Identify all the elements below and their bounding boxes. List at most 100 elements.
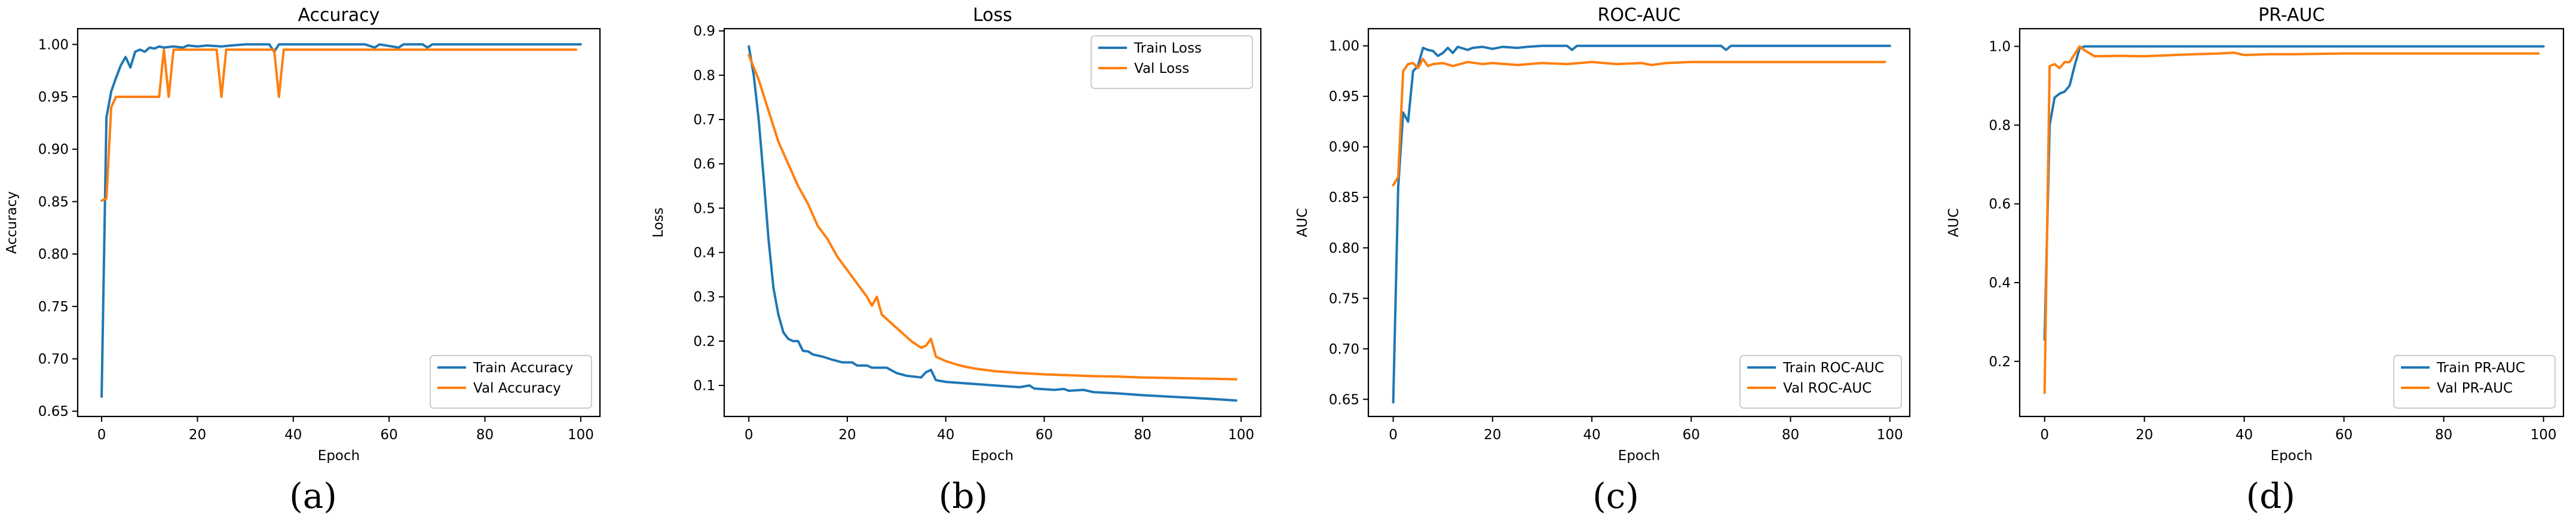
x-tick-label: 40 bbox=[937, 427, 954, 443]
x-tick-label: 80 bbox=[1782, 427, 1799, 443]
y-tick-label: 0.8 bbox=[1989, 118, 2011, 133]
y-tick-label: 0.90 bbox=[38, 142, 69, 158]
x-tick-label: 100 bbox=[1228, 427, 1254, 443]
y-tick-label: 0.9 bbox=[693, 24, 715, 39]
y-axis-label: AUC bbox=[1946, 208, 1962, 237]
legend-box bbox=[2393, 355, 2556, 409]
y-tick-label: 0.90 bbox=[1329, 140, 1359, 155]
y-tick-label: 0.95 bbox=[1329, 89, 1359, 105]
y-tick-label: 0.1 bbox=[693, 378, 715, 394]
y-tick-label: 0.2 bbox=[1989, 354, 2011, 370]
series-line-val-pr-auc bbox=[2043, 45, 2540, 394]
y-tick-label: 0.80 bbox=[38, 247, 69, 262]
x-tick-label: 80 bbox=[1134, 427, 1151, 443]
y-tick-label: 0.95 bbox=[38, 90, 69, 105]
legend: Train Loss Val Loss bbox=[1091, 35, 1253, 89]
x-tick-label: 0 bbox=[2040, 427, 2049, 443]
y-tick-label: 0.65 bbox=[38, 404, 69, 419]
plot-frame bbox=[76, 27, 601, 418]
y-tick-label: 0.3 bbox=[693, 290, 715, 305]
y-axis-label: Accuracy bbox=[4, 191, 20, 254]
x-tick-label: 60 bbox=[381, 427, 398, 443]
x-axis-label: Epoch bbox=[2271, 448, 2312, 464]
x-tick-label: 100 bbox=[568, 427, 594, 443]
y-tick-label: 0.7 bbox=[693, 112, 715, 128]
y-tick-label: 0.75 bbox=[38, 299, 69, 315]
series-line-val-accuracy bbox=[100, 48, 577, 202]
series-line-val-roc-auc bbox=[1392, 57, 1886, 186]
chart-title: Accuracy bbox=[298, 5, 380, 26]
y-tick-label: 1.0 bbox=[1989, 39, 2011, 55]
series-line-train-pr-auc bbox=[2043, 45, 2545, 341]
y-tick-label: 0.65 bbox=[1329, 392, 1359, 408]
legend-label: Train PR-AUC bbox=[2436, 360, 2525, 376]
y-tick-label: 0.70 bbox=[38, 352, 69, 367]
x-tick-label: 100 bbox=[2531, 427, 2557, 443]
x-tick-label: 40 bbox=[284, 427, 302, 443]
x-axis-label: Epoch bbox=[1618, 448, 1660, 464]
y-axis-label: AUC bbox=[1295, 208, 1310, 237]
chart-title: ROC-AUC bbox=[1598, 5, 1681, 26]
y-tick-label: 0.6 bbox=[693, 157, 715, 172]
y-axis-label: Loss bbox=[651, 207, 666, 237]
x-axis-label: Epoch bbox=[972, 448, 1013, 464]
series-line-val-loss bbox=[748, 54, 1238, 381]
legend: Train ROC-AUC Val ROC-AUC bbox=[1739, 355, 1902, 409]
chart-title: PR-AUC bbox=[2258, 5, 2324, 26]
x-tick-label: 20 bbox=[2136, 427, 2153, 443]
legend-label: Train Loss bbox=[1134, 41, 1202, 56]
x-tick-label: 40 bbox=[2235, 427, 2253, 443]
legend-box bbox=[1091, 35, 1253, 89]
legend-label: Val PR-AUC bbox=[2437, 381, 2513, 396]
panel-label: (c) bbox=[1592, 476, 1639, 516]
y-tick-label: 0.75 bbox=[1329, 291, 1359, 307]
chart-panel-2: Loss 0 20 40 60 80 100 0.1 0.2 0.3 0.4 0.5 0.6 0.7 0.8… bbox=[651, 5, 1262, 516]
y-tick-label: 0.4 bbox=[1989, 275, 2011, 291]
x-tick-label: 20 bbox=[838, 427, 856, 443]
y-tick-label: 0.80 bbox=[1329, 241, 1359, 256]
legend: Train PR-AUC Val PR-AUC bbox=[2393, 355, 2556, 409]
y-tick-label: 0.5 bbox=[693, 201, 715, 216]
series-line-train-accuracy bbox=[100, 43, 582, 398]
panel-label: (a) bbox=[289, 476, 337, 516]
y-tick-label: 1.00 bbox=[1329, 39, 1359, 54]
y-tick-label: 0.8 bbox=[693, 68, 715, 84]
legend-label: Val Loss bbox=[1134, 61, 1189, 76]
legend-label: Train Accuracy bbox=[473, 360, 574, 376]
x-axis-label: Epoch bbox=[318, 448, 360, 464]
y-tick-label: 0.6 bbox=[1989, 197, 2011, 212]
legend-label: Val Accuracy bbox=[473, 381, 561, 396]
x-tick-label: 20 bbox=[1484, 427, 1501, 443]
y-tick-label: 0.85 bbox=[38, 194, 69, 210]
x-tick-label: 100 bbox=[1877, 427, 1903, 443]
plot-frame bbox=[2018, 27, 2565, 418]
y-tick-label: 0.85 bbox=[1329, 190, 1359, 206]
x-tick-label: 60 bbox=[2335, 427, 2353, 443]
x-tick-label: 80 bbox=[476, 427, 494, 443]
chart-panel-3: ROC-AUC 0 20 40 60 80 100 0.65 0.70 0.75 0.80 0.85 0… bbox=[1295, 5, 1911, 516]
y-tick-label: 0.70 bbox=[1329, 342, 1359, 357]
legend-box bbox=[1739, 355, 1902, 409]
y-tick-label: 0.2 bbox=[693, 334, 715, 350]
x-tick-label: 60 bbox=[1036, 427, 1053, 443]
plot-frame bbox=[723, 27, 1262, 418]
x-tick-label: 0 bbox=[1389, 427, 1398, 443]
legend-label: Train ROC-AUC bbox=[1782, 360, 1884, 376]
legend-label: Val ROC-AUC bbox=[1783, 381, 1871, 396]
chart-panel-1: Accuracy 0 20 40 60 80 100 0.65 0.70 0.75 0.80 0.85… bbox=[4, 5, 601, 516]
x-tick-label: 60 bbox=[1683, 427, 1700, 443]
series-line-train-roc-auc bbox=[1392, 44, 1891, 404]
panel-label: (b) bbox=[939, 476, 988, 516]
x-tick-label: 0 bbox=[97, 427, 106, 443]
x-tick-label: 0 bbox=[745, 427, 753, 443]
panel-label: (d) bbox=[2246, 476, 2295, 516]
legend-box bbox=[430, 355, 592, 409]
y-tick-label: 1.00 bbox=[38, 37, 69, 53]
legend: Train Accuracy Val Accuracy bbox=[430, 355, 592, 409]
y-tick-label: 0.4 bbox=[693, 246, 715, 261]
chart-title: Loss bbox=[973, 5, 1012, 26]
x-tick-label: 40 bbox=[1583, 427, 1600, 443]
x-tick-label: 80 bbox=[2435, 427, 2452, 443]
chart-panel-4: PR-AUC 0 20 40 60 80 100 0.2 0.4 0.6 0.8 1.0 Epoch AU… bbox=[1946, 5, 2565, 516]
